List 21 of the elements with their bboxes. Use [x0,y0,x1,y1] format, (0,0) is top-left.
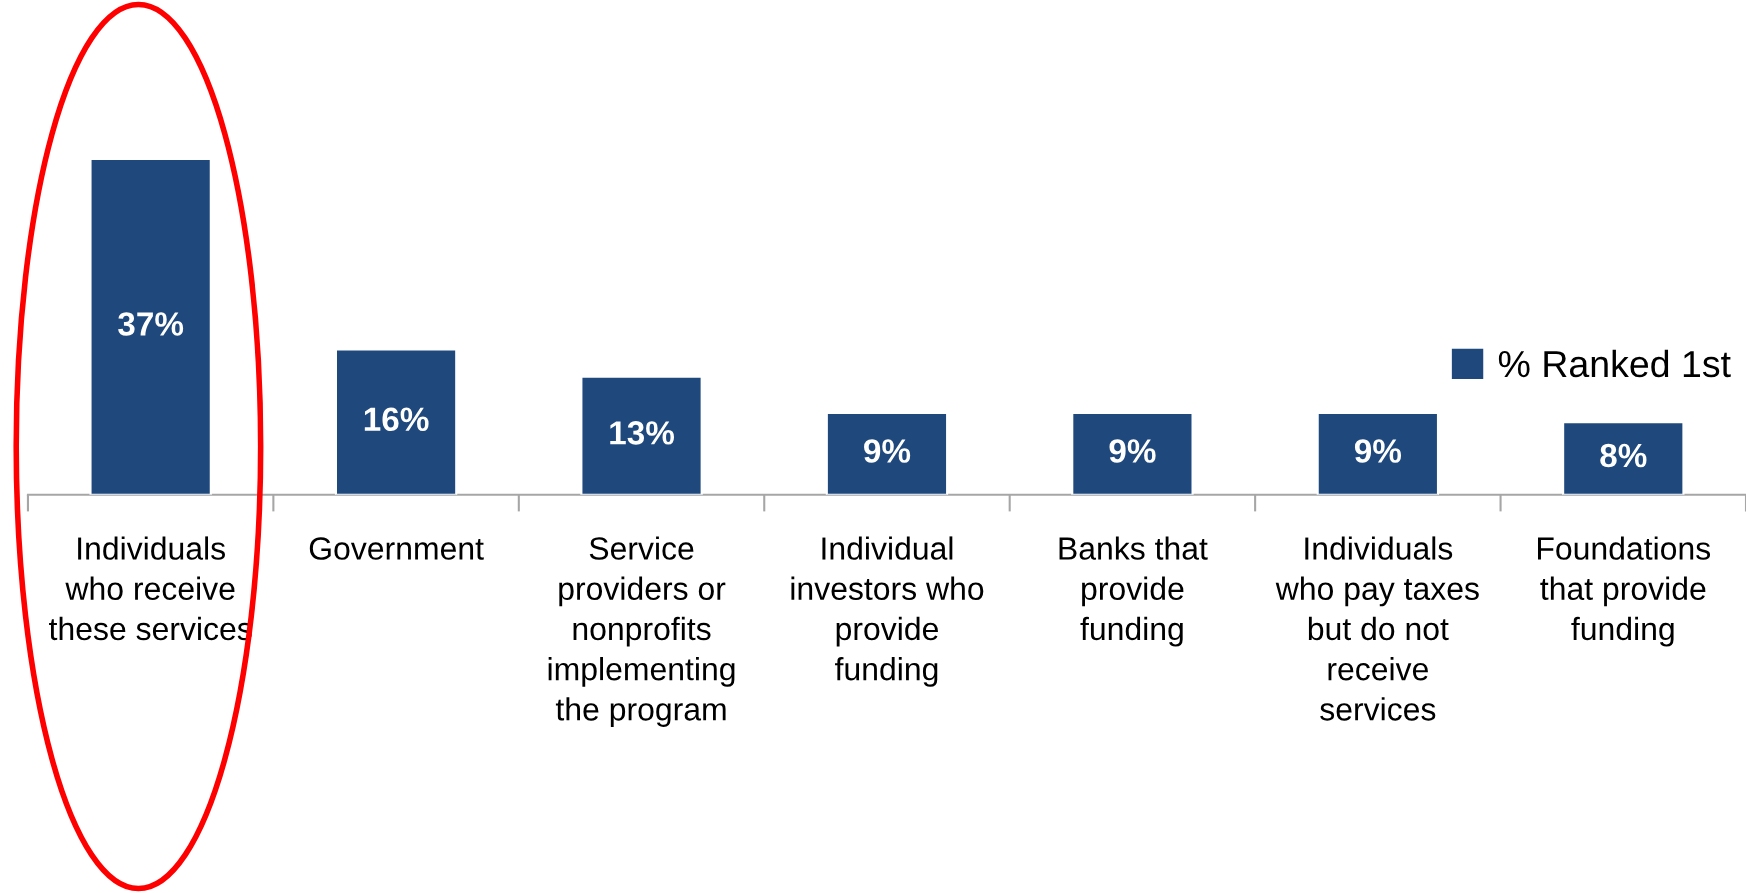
x-tick-label: Service providers or nonprofits implementing the program [548,536,735,727]
bar [1562,421,1685,495]
bar [1316,412,1440,495]
data-label: 13% [610,421,675,445]
data-label: 16% [364,407,429,432]
bar [825,412,949,495]
x-tick-label: Government [309,537,484,560]
x-tick-label: Foundations that provide funding [1538,536,1711,647]
x-tick-label: Individual investors who provide funding [791,536,984,687]
data-label: 9% [1109,439,1156,463]
x-tick-label: Individuals who pay taxes but do not receive services [1275,536,1479,721]
data-label: 9% [864,439,911,463]
data-label: 9% [1354,439,1402,463]
x-tick-label: Banks that provide funding [1059,536,1208,647]
legend-label: % Ranked 1st [1498,349,1731,378]
bar [334,348,458,495]
bar [580,375,703,495]
bar [1071,412,1194,495]
bar [89,158,212,495]
data-label: 37% [118,312,184,336]
data-label: 8% [1600,443,1647,468]
